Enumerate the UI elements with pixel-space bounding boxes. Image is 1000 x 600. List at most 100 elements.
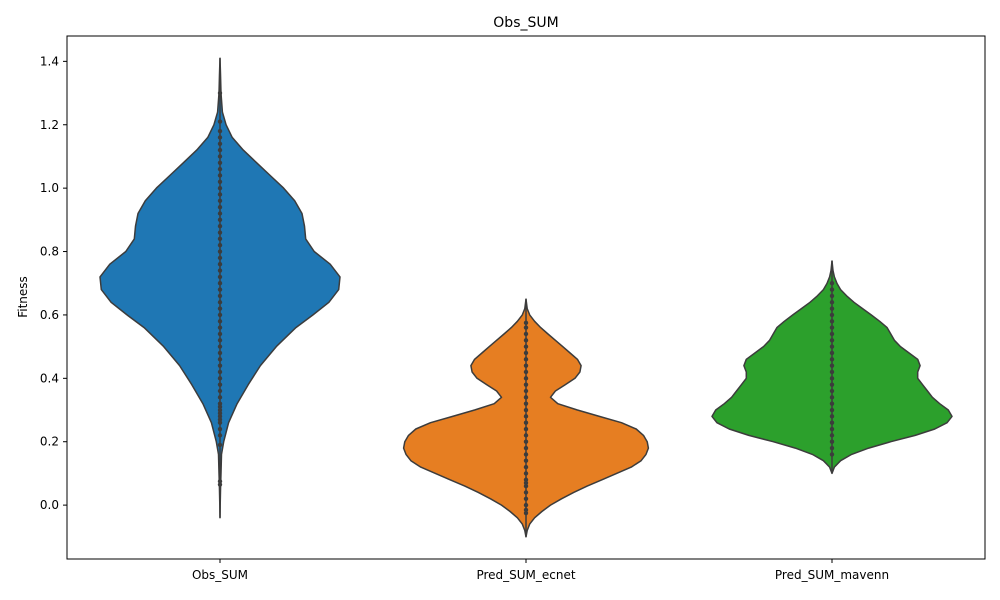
data-point <box>829 357 835 362</box>
y-tick-label: 0.4 <box>40 371 59 385</box>
data-point <box>217 90 223 96</box>
data-point <box>523 502 529 508</box>
data-point <box>523 363 529 368</box>
data-point <box>217 274 223 280</box>
data-point <box>523 331 529 337</box>
data-point <box>217 185 223 191</box>
data-point <box>523 350 529 356</box>
data-point <box>523 320 529 326</box>
data-point <box>523 433 529 438</box>
data-point <box>829 388 835 394</box>
data-point <box>217 230 223 235</box>
data-point <box>523 382 529 387</box>
data-point <box>829 382 835 387</box>
data-point <box>217 281 223 286</box>
plot-area <box>99 57 953 538</box>
violin-Pred_SUM_mavenn <box>711 260 953 475</box>
data-point <box>217 433 223 438</box>
data-point <box>217 417 223 422</box>
data-point <box>829 325 835 330</box>
data-point <box>523 471 529 476</box>
data-point <box>829 319 835 324</box>
data-point <box>523 464 529 470</box>
data-point <box>217 482 223 487</box>
y-tick-label: 1.0 <box>40 181 59 195</box>
data-point <box>217 357 223 362</box>
data-point <box>217 420 223 425</box>
y-tick-label: 1.4 <box>40 54 59 68</box>
data-point <box>523 357 529 362</box>
y-axis-label: Fitness <box>16 276 30 318</box>
x-axis: Obs_SUM Pred_SUM_ecnet Pred_SUM_mavenn <box>192 559 889 582</box>
data-point <box>217 141 223 146</box>
data-point <box>523 401 529 406</box>
data-point <box>217 287 223 292</box>
data-point <box>217 331 223 337</box>
y-tick-label: 0.8 <box>40 245 59 259</box>
data-point <box>523 477 529 482</box>
data-point <box>829 369 835 375</box>
data-point <box>217 249 223 254</box>
data-point <box>217 325 223 330</box>
data-point <box>523 510 529 516</box>
data-point <box>217 166 223 172</box>
data-point <box>523 395 529 400</box>
data-point <box>217 300 223 305</box>
data-point <box>523 414 529 419</box>
data-point <box>217 204 223 210</box>
data-point <box>829 312 835 318</box>
data-point <box>217 135 223 140</box>
data-point <box>829 414 835 419</box>
data-point <box>217 154 223 159</box>
data-point <box>217 363 223 368</box>
data-point <box>829 306 835 311</box>
data-point <box>217 173 223 178</box>
data-point <box>217 192 223 197</box>
data-point <box>217 414 223 419</box>
data-point <box>217 312 223 318</box>
data-point <box>523 490 529 495</box>
data-point <box>217 268 223 273</box>
data-point <box>217 376 223 381</box>
data-point <box>829 287 835 292</box>
data-point <box>829 338 835 343</box>
data-point <box>829 439 835 444</box>
data-point <box>217 128 223 134</box>
data-point <box>217 410 223 416</box>
data-point <box>829 407 835 413</box>
data-point <box>217 211 223 216</box>
data-point <box>217 179 223 185</box>
data-point <box>523 483 529 489</box>
data-point <box>217 388 223 394</box>
data-point <box>217 262 223 267</box>
data-point <box>829 331 835 337</box>
data-point <box>523 458 529 463</box>
data-point <box>217 401 223 406</box>
x-tick-label: Pred_SUM_ecnet <box>476 568 575 582</box>
data-point <box>523 344 529 349</box>
data-point <box>523 445 529 451</box>
data-point <box>523 452 529 457</box>
data-point <box>217 306 223 311</box>
data-point <box>523 420 529 425</box>
data-point <box>217 147 223 153</box>
data-point <box>829 344 835 349</box>
data-point <box>829 445 835 451</box>
data-point <box>217 293 223 299</box>
data-point <box>829 363 835 368</box>
data-point <box>523 496 529 501</box>
data-point <box>217 395 223 400</box>
data-point <box>217 479 223 484</box>
data-point <box>523 480 529 486</box>
data-point <box>829 350 835 356</box>
data-point <box>217 404 223 410</box>
data-point <box>829 426 835 432</box>
data-point <box>217 369 223 375</box>
data-point <box>829 293 835 299</box>
x-tick-label: Obs_SUM <box>192 568 248 582</box>
data-point <box>829 281 835 286</box>
data-point <box>523 426 529 432</box>
chart-title: Obs_SUM <box>493 15 558 31</box>
y-tick-label: 1.2 <box>40 118 59 132</box>
